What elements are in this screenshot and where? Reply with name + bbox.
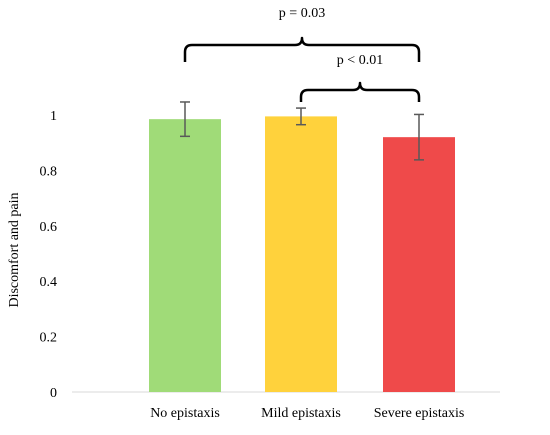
bar	[383, 137, 455, 392]
y-tick-label: 0.6	[40, 220, 58, 235]
category-labels: No epistaxis Mild epistaxis Severe epistax…	[150, 406, 464, 421]
y-tick-label: 0.8	[40, 164, 58, 179]
y-tick-label: 0	[50, 386, 57, 401]
significance-label: p = 0.03	[279, 6, 325, 21]
significance-bracket	[299, 81, 421, 102]
bars	[149, 116, 455, 392]
y-tick-label: 1	[50, 109, 57, 124]
y-tick-label: 0.4	[40, 275, 58, 290]
significance-bracket	[183, 36, 421, 62]
y-tick-label: 0.2	[40, 331, 58, 346]
error-bars	[180, 101, 424, 161]
category-label: Mild epistaxis	[261, 406, 341, 421]
category-label: No epistaxis	[150, 406, 220, 421]
bar	[149, 119, 221, 392]
category-label: Severe epistaxis	[374, 406, 465, 421]
y-tick-labels: 0 0.2 0.4 0.6 0.8 1	[40, 109, 58, 401]
significance-brackets: p = 0.03 p < 0.01	[183, 6, 421, 102]
significance-label: p < 0.01	[337, 53, 383, 68]
bar	[265, 116, 337, 392]
y-axis-title: Discomfort and pain	[7, 192, 22, 307]
